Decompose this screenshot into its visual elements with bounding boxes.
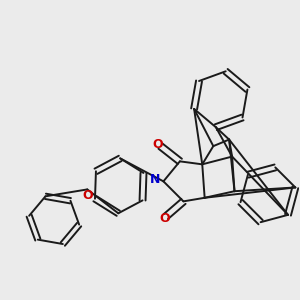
Text: O: O	[152, 138, 163, 151]
Text: N: N	[150, 173, 160, 186]
Text: O: O	[82, 190, 93, 202]
Text: O: O	[159, 212, 169, 226]
